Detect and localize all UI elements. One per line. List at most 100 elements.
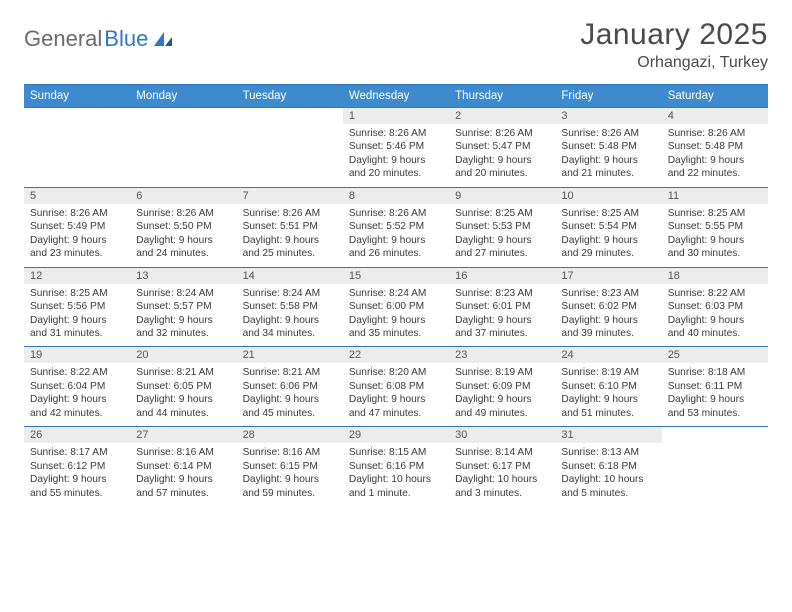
day-details: Sunrise: 8:16 AMSunset: 6:15 PMDaylight:… xyxy=(237,443,343,506)
day-line: Sunset: 5:47 PM xyxy=(455,140,549,153)
title-block: January 2025 Orhangazi, Turkey xyxy=(580,18,768,72)
day-line: and 24 minutes. xyxy=(136,247,230,260)
day-cell: 1Sunrise: 8:26 AMSunset: 5:46 PMDaylight… xyxy=(343,108,449,188)
day-details xyxy=(130,124,236,133)
day-line: Sunrise: 8:26 AM xyxy=(455,127,549,140)
day-line: and 22 minutes. xyxy=(668,167,762,180)
day-line: Sunset: 5:48 PM xyxy=(561,140,655,153)
day-number: 28 xyxy=(237,427,343,443)
day-details: Sunrise: 8:13 AMSunset: 6:18 PMDaylight:… xyxy=(555,443,661,506)
day-details: Sunrise: 8:26 AMSunset: 5:48 PMDaylight:… xyxy=(662,124,768,187)
week-row: 1Sunrise: 8:26 AMSunset: 5:46 PMDaylight… xyxy=(24,108,768,188)
day-line: Sunrise: 8:14 AM xyxy=(455,446,549,459)
day-details: Sunrise: 8:21 AMSunset: 6:05 PMDaylight:… xyxy=(130,363,236,426)
week-row: 5Sunrise: 8:26 AMSunset: 5:49 PMDaylight… xyxy=(24,187,768,267)
day-details: Sunrise: 8:26 AMSunset: 5:47 PMDaylight:… xyxy=(449,124,555,187)
day-number: 29 xyxy=(343,427,449,443)
day-header-row: Sunday Monday Tuesday Wednesday Thursday… xyxy=(24,85,768,108)
day-line: Daylight: 9 hours xyxy=(561,154,655,167)
day-cell xyxy=(237,108,343,188)
day-line: Daylight: 9 hours xyxy=(561,234,655,247)
day-number: 21 xyxy=(237,347,343,363)
day-line: and 55 minutes. xyxy=(30,487,124,500)
day-line: and 25 minutes. xyxy=(243,247,337,260)
page-header: GeneralBlue January 2025 Orhangazi, Turk… xyxy=(24,18,768,72)
day-line: and 27 minutes. xyxy=(455,247,549,260)
day-cell: 23Sunrise: 8:19 AMSunset: 6:09 PMDayligh… xyxy=(449,347,555,427)
day-number: 6 xyxy=(130,188,236,204)
day-line: and 3 minutes. xyxy=(455,487,549,500)
day-line: Daylight: 9 hours xyxy=(349,314,443,327)
day-header: Monday xyxy=(130,85,236,108)
week-row: 19Sunrise: 8:22 AMSunset: 6:04 PMDayligh… xyxy=(24,347,768,427)
day-line: Daylight: 9 hours xyxy=(243,473,337,486)
day-number: 1 xyxy=(343,108,449,124)
day-line: Daylight: 9 hours xyxy=(349,393,443,406)
day-line: Sunset: 5:56 PM xyxy=(30,300,124,313)
day-details: Sunrise: 8:22 AMSunset: 6:04 PMDaylight:… xyxy=(24,363,130,426)
day-header: Saturday xyxy=(662,85,768,108)
day-line: Daylight: 10 hours xyxy=(349,473,443,486)
day-details: Sunrise: 8:23 AMSunset: 6:01 PMDaylight:… xyxy=(449,284,555,347)
day-line: and 37 minutes. xyxy=(455,327,549,340)
day-number: 9 xyxy=(449,188,555,204)
day-number: 31 xyxy=(555,427,661,443)
day-details: Sunrise: 8:26 AMSunset: 5:46 PMDaylight:… xyxy=(343,124,449,187)
day-number: 14 xyxy=(237,268,343,284)
day-details: Sunrise: 8:21 AMSunset: 6:06 PMDaylight:… xyxy=(237,363,343,426)
day-line: Daylight: 9 hours xyxy=(561,314,655,327)
day-header: Friday xyxy=(555,85,661,108)
day-details: Sunrise: 8:24 AMSunset: 5:58 PMDaylight:… xyxy=(237,284,343,347)
calendar-body: 1Sunrise: 8:26 AMSunset: 5:46 PMDaylight… xyxy=(24,108,768,507)
day-line: and 39 minutes. xyxy=(561,327,655,340)
day-line: Sunset: 5:54 PM xyxy=(561,220,655,233)
day-line: Daylight: 9 hours xyxy=(668,154,762,167)
day-line: Sunset: 6:04 PM xyxy=(30,380,124,393)
day-details: Sunrise: 8:15 AMSunset: 6:16 PMDaylight:… xyxy=(343,443,449,506)
day-line: Sunrise: 8:24 AM xyxy=(136,287,230,300)
day-line: Daylight: 9 hours xyxy=(243,393,337,406)
day-number: 16 xyxy=(449,268,555,284)
day-details: Sunrise: 8:19 AMSunset: 6:10 PMDaylight:… xyxy=(555,363,661,426)
week-row: 12Sunrise: 8:25 AMSunset: 5:56 PMDayligh… xyxy=(24,267,768,347)
day-line: Sunset: 6:14 PM xyxy=(136,460,230,473)
day-line: Sunrise: 8:21 AM xyxy=(136,366,230,379)
day-line: Sunset: 5:49 PM xyxy=(30,220,124,233)
day-line: and 44 minutes. xyxy=(136,407,230,420)
day-line: Sunrise: 8:13 AM xyxy=(561,446,655,459)
day-line: Sunrise: 8:26 AM xyxy=(349,207,443,220)
day-number xyxy=(24,108,130,124)
calendar-table: Sunday Monday Tuesday Wednesday Thursday… xyxy=(24,84,768,506)
day-number xyxy=(662,427,768,443)
day-line: Sunset: 6:00 PM xyxy=(349,300,443,313)
day-line: Daylight: 9 hours xyxy=(136,393,230,406)
day-line: and 21 minutes. xyxy=(561,167,655,180)
day-line: Daylight: 9 hours xyxy=(30,314,124,327)
day-number: 10 xyxy=(555,188,661,204)
day-line: and 26 minutes. xyxy=(349,247,443,260)
sail-icon xyxy=(152,30,174,48)
day-number: 4 xyxy=(662,108,768,124)
day-header: Tuesday xyxy=(237,85,343,108)
day-line: and 59 minutes. xyxy=(243,487,337,500)
day-details: Sunrise: 8:24 AMSunset: 5:57 PMDaylight:… xyxy=(130,284,236,347)
day-line: Daylight: 9 hours xyxy=(30,473,124,486)
day-line: Daylight: 9 hours xyxy=(668,234,762,247)
day-details: Sunrise: 8:26 AMSunset: 5:51 PMDaylight:… xyxy=(237,204,343,267)
day-details: Sunrise: 8:26 AMSunset: 5:52 PMDaylight:… xyxy=(343,204,449,267)
day-line: Sunrise: 8:16 AM xyxy=(243,446,337,459)
day-cell: 24Sunrise: 8:19 AMSunset: 6:10 PMDayligh… xyxy=(555,347,661,427)
day-line: Daylight: 9 hours xyxy=(243,234,337,247)
day-line: Sunset: 6:15 PM xyxy=(243,460,337,473)
day-line: and 42 minutes. xyxy=(30,407,124,420)
day-line: Sunset: 5:52 PM xyxy=(349,220,443,233)
day-details: Sunrise: 8:25 AMSunset: 5:54 PMDaylight:… xyxy=(555,204,661,267)
day-line: Sunrise: 8:17 AM xyxy=(30,446,124,459)
day-line: Sunset: 5:58 PM xyxy=(243,300,337,313)
day-line: and 53 minutes. xyxy=(668,407,762,420)
day-details: Sunrise: 8:17 AMSunset: 6:12 PMDaylight:… xyxy=(24,443,130,506)
day-line: Sunset: 5:55 PM xyxy=(668,220,762,233)
day-details: Sunrise: 8:25 AMSunset: 5:56 PMDaylight:… xyxy=(24,284,130,347)
day-line: Sunrise: 8:23 AM xyxy=(561,287,655,300)
day-line: Daylight: 9 hours xyxy=(668,393,762,406)
